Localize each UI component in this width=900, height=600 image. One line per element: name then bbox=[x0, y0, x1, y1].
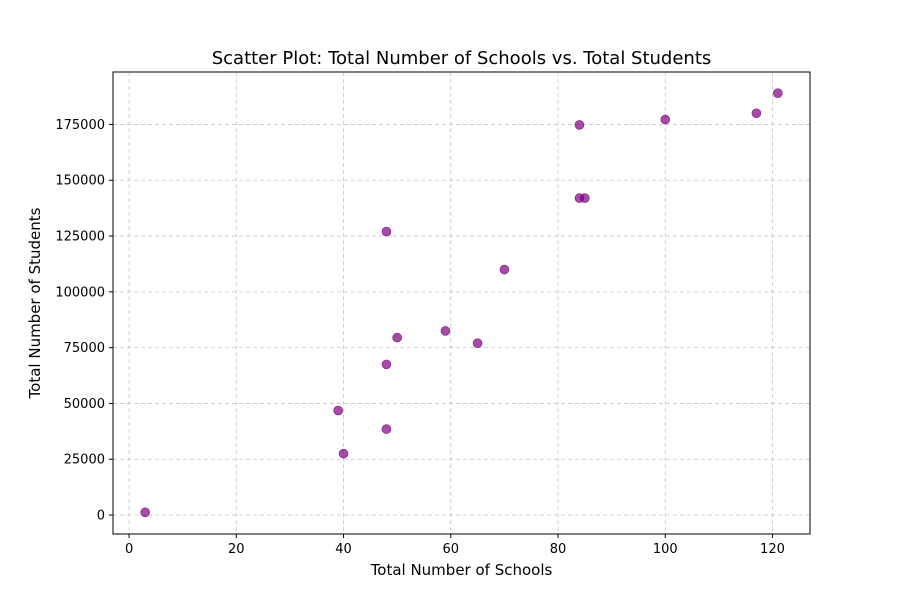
y-tick-label: 125000 bbox=[55, 230, 105, 245]
scatter-point bbox=[440, 326, 451, 336]
y-tick-label: 50000 bbox=[64, 397, 105, 412]
x-axis-label: Total Number of Schools bbox=[370, 561, 553, 579]
y-tick-label: 25000 bbox=[64, 453, 105, 468]
x-tick-label: 0 bbox=[125, 542, 133, 557]
x-tick-label: 100 bbox=[653, 542, 678, 557]
scatter-point bbox=[381, 359, 392, 370]
scatter-point bbox=[338, 448, 349, 459]
scatter-point bbox=[472, 338, 483, 348]
scatter-point bbox=[580, 193, 590, 203]
scatter-point bbox=[333, 405, 343, 416]
scatter-point bbox=[499, 264, 510, 275]
y-tick-label: 0 bbox=[97, 509, 105, 524]
x-tick-label: 80 bbox=[550, 542, 567, 557]
scatter-point bbox=[751, 108, 762, 119]
scatter-point bbox=[660, 114, 671, 125]
scatter-point bbox=[773, 88, 783, 99]
y-tick-label: 150000 bbox=[55, 174, 105, 189]
x-tick-label: 20 bbox=[228, 542, 245, 557]
scatter-point bbox=[381, 424, 392, 434]
scatter-point bbox=[392, 332, 402, 343]
y-axis-ticks: 0 25000 50000 75000 100000 125000 150000 175000 bbox=[55, 118, 113, 524]
y-tick-label: 175000 bbox=[55, 118, 105, 133]
y-tick-label: 100000 bbox=[55, 285, 105, 300]
scatter-points bbox=[140, 88, 783, 518]
scatter-point bbox=[574, 120, 585, 130]
y-axis-label: Total Number of Students bbox=[26, 207, 44, 399]
scatter-point bbox=[140, 507, 150, 518]
x-tick-label: 120 bbox=[760, 542, 785, 557]
x-tick-label: 60 bbox=[443, 542, 460, 557]
x-tick-label: 40 bbox=[335, 542, 352, 557]
y-tick-label: 75000 bbox=[64, 341, 105, 356]
scatter-point bbox=[381, 226, 392, 237]
x-axis-ticks: 0 20 40 60 80 100 120 bbox=[125, 534, 785, 557]
chart-title: Scatter Plot: Total Number of Schools vs… bbox=[212, 48, 712, 69]
plot-area-frame bbox=[112, 71, 811, 535]
grid bbox=[113, 72, 810, 534]
